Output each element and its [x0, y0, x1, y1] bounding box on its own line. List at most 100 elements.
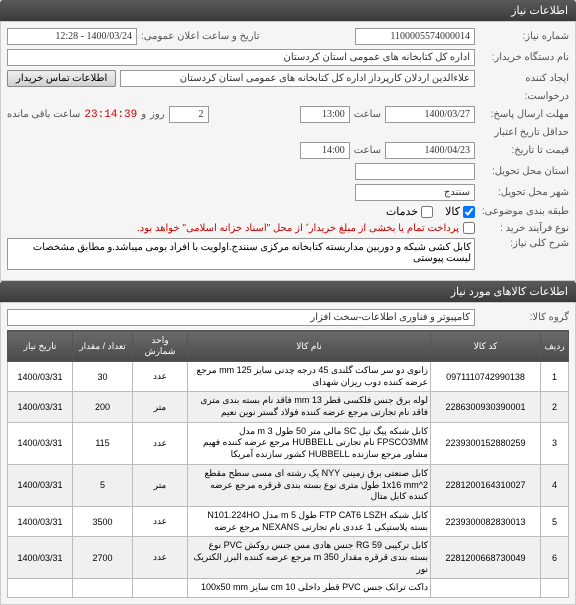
- kala-checkbox-label: کالا: [445, 205, 460, 218]
- cell-unit: متر: [133, 392, 188, 422]
- deadline-time-input[interactable]: [300, 106, 350, 123]
- public-date-label: تاریخ و ساعت اعلان عمومی:: [141, 31, 260, 42]
- cell-date: 1400/03/31: [8, 362, 73, 392]
- cell-index: 6: [541, 537, 569, 579]
- col-unit: واحد شمارش: [133, 331, 188, 362]
- cell-qty: 30: [73, 362, 133, 392]
- cell-qty: 200: [73, 392, 133, 422]
- cell-unit: متر: [133, 464, 188, 506]
- items-info-section: گروه کالا: ردیف کد کالا نام کالا واحد شم…: [0, 302, 576, 605]
- saat-label-2: ساعت: [354, 145, 381, 156]
- cell-unit: عدد: [133, 422, 188, 464]
- cell-date: 1400/03/31: [8, 506, 73, 536]
- process-checkbox[interactable]: [463, 222, 475, 234]
- validity-label: حداقل تاریخ اعتبار: [479, 127, 569, 138]
- cell-date: 1400/03/31: [8, 392, 73, 422]
- cell-qty: 2700: [73, 537, 133, 579]
- col-name: نام کالا: [188, 331, 431, 362]
- delivery-state-label: استان محل تحویل:: [479, 166, 569, 177]
- item-group-label: گروه کالا:: [479, 312, 569, 323]
- table-row[interactable]: 42281200164310027کابل صنعتی برق زمینی NY…: [8, 464, 569, 506]
- kala-checkbox[interactable]: [463, 206, 475, 218]
- items-info-header: اطلاعات کالاهای مورد نیاز: [0, 281, 576, 302]
- table-row[interactable]: 10971110742990138زانوی دو سر ساکت گلندی …: [8, 362, 569, 392]
- cell-desc: کابل شبکه FTP CAT6 LSZH طول 5 m مدل N101…: [188, 506, 431, 536]
- creator-label: ایجاد کننده: [479, 73, 569, 84]
- cell-date: 1400/03/31: [8, 537, 73, 579]
- cell-date: 1400/03/31: [8, 422, 73, 464]
- table-row[interactable]: 62281200668730049کابل ترکیبی RG 59 جنس ه…: [8, 537, 569, 579]
- need-info-header: اطلاعات نیاز: [0, 0, 576, 21]
- cell-index: 1: [541, 362, 569, 392]
- col-code: کد کالا: [431, 331, 541, 362]
- delivery-state-input[interactable]: [355, 163, 475, 180]
- validity-date-input[interactable]: [385, 142, 475, 159]
- cell-qty: 5: [73, 464, 133, 506]
- days-input[interactable]: [169, 106, 209, 123]
- cell-code: 2281200668730049: [431, 537, 541, 579]
- kala-checkbox-wrap[interactable]: کالا: [445, 205, 475, 218]
- delivery-city-label: شهر محل تحویل:: [479, 187, 569, 198]
- need-number-input[interactable]: [355, 28, 475, 45]
- main-desc-textarea[interactable]: [7, 238, 475, 270]
- cell-date: 1400/03/31: [8, 464, 73, 506]
- creator-input[interactable]: [120, 70, 475, 87]
- cell-code: 2281200164310027: [431, 464, 541, 506]
- main-desc-label: شرح کلی نیاز:: [479, 238, 569, 249]
- need-info-form: شماره نیاز: تاریخ و ساعت اعلان عمومی: نا…: [0, 21, 576, 281]
- remaining-label: ساعت باقی مانده: [7, 109, 80, 120]
- khadamat-checkbox-label: خدمات: [386, 205, 418, 218]
- cell-desc: زانوی دو سر ساکت گلندی 45 درجه چدنی سایز…: [188, 362, 431, 392]
- cell-desc: کابل شبکه پیگ تیل SC مالی متر 50 طول 3 m…: [188, 422, 431, 464]
- public-date-input[interactable]: [7, 28, 137, 45]
- countdown-timer: 23:14:39: [84, 109, 137, 121]
- table-row[interactable]: 52239300082830013کابل شبکه FTP CAT6 LSZH…: [8, 506, 569, 536]
- process-checkbox-wrap[interactable]: [463, 222, 475, 234]
- cell-code: 2286300930390001: [431, 392, 541, 422]
- cell-index: [541, 579, 569, 598]
- cell-qty: [73, 579, 133, 598]
- cell-index: 5: [541, 506, 569, 536]
- va-label: و: [141, 109, 146, 120]
- cell-code: 2239300082830013: [431, 506, 541, 536]
- cell-index: 3: [541, 422, 569, 464]
- cell-code: 2239300152880259: [431, 422, 541, 464]
- cell-unit: عدد: [133, 362, 188, 392]
- table-header-row: ردیف کد کالا نام کالا واحد شمارش تعداد /…: [8, 331, 569, 362]
- contact-info-button[interactable]: اطلاعات تماس خریدار: [7, 70, 116, 87]
- table-row[interactable]: 32239300152880259کابل شبکه پیگ تیل SC ما…: [8, 422, 569, 464]
- table-row[interactable]: داکت ترانک جنس PVC قطر داخلی 10 cm سایز …: [8, 579, 569, 598]
- validity-time-input[interactable]: [300, 142, 350, 159]
- cell-desc: کابل صنعتی برق زمینی NYY یک رشته ای مسی …: [188, 464, 431, 506]
- khadamat-checkbox-wrap[interactable]: خدمات: [386, 205, 433, 218]
- org-name-label: نام دستگاه خریدار:: [479, 52, 569, 63]
- process-type-label: نوع فرآیند خرید :: [479, 223, 569, 234]
- saat-label-1: ساعت: [354, 109, 381, 120]
- cell-index: 4: [541, 464, 569, 506]
- cell-desc: داکت ترانک جنس PVC قطر داخلی 10 cm سایز …: [188, 579, 431, 598]
- packaging-label: طبقه بندی موضوعی:: [479, 206, 569, 217]
- item-group-input[interactable]: [7, 309, 475, 326]
- col-date: تاریخ نیاز: [8, 331, 73, 362]
- table-row[interactable]: 22286300930390001لوله برق جنس فلکسی قطر …: [8, 392, 569, 422]
- price-to-label: قیمت تا تاریخ:: [479, 145, 569, 156]
- cell-code: 0971110742990138: [431, 362, 541, 392]
- cell-desc: کابل ترکیبی RG 59 جنس هادی مس جنس روکش P…: [188, 537, 431, 579]
- cell-unit: عدد: [133, 506, 188, 536]
- khadamat-checkbox[interactable]: [421, 206, 433, 218]
- col-qty: تعداد / مقدار: [73, 331, 133, 362]
- process-note: پرداخت تمام یا بخشی از مبلغ خریدار٬ از م…: [137, 223, 459, 234]
- cell-date: [8, 579, 73, 598]
- items-table: ردیف کد کالا نام کالا واحد شمارش تعداد /…: [7, 330, 569, 598]
- cell-qty: 115: [73, 422, 133, 464]
- cell-unit: [133, 579, 188, 598]
- cell-unit: عدد: [133, 537, 188, 579]
- col-index: ردیف: [541, 331, 569, 362]
- delivery-city-input[interactable]: [355, 184, 475, 201]
- deadline-date-input[interactable]: [385, 106, 475, 123]
- need-number-label: شماره نیاز:: [479, 31, 569, 42]
- cell-index: 2: [541, 392, 569, 422]
- request-label: درخواست:: [479, 91, 569, 102]
- org-name-input[interactable]: [7, 49, 475, 66]
- cell-code: [431, 579, 541, 598]
